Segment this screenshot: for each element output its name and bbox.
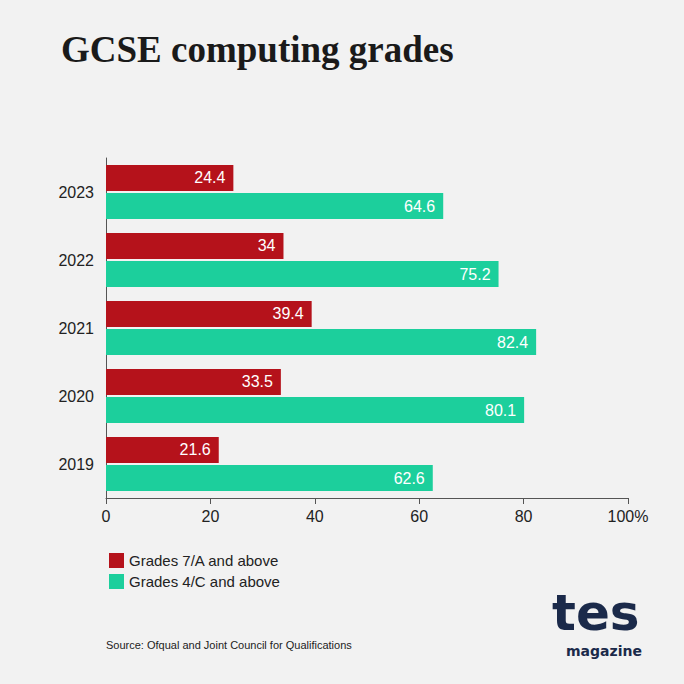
svg-text:82.4: 82.4 [497, 334, 528, 351]
svg-text:40: 40 [306, 508, 324, 525]
svg-text:GCSE computing grades: GCSE computing grades [61, 29, 454, 70]
svg-text:80.1: 80.1 [485, 402, 516, 419]
svg-text:34: 34 [258, 237, 276, 254]
svg-text:33.5: 33.5 [242, 373, 273, 390]
svg-text:64.6: 64.6 [404, 198, 435, 215]
svg-text:100%: 100% [608, 508, 649, 525]
svg-text:2019: 2019 [58, 456, 94, 473]
svg-text:Source: Ofqual and Joint Counc: Source: Ofqual and Joint Council for Qua… [106, 639, 352, 651]
svg-text:2021: 2021 [58, 320, 94, 337]
svg-text:tes: tes [552, 584, 640, 642]
svg-text:80: 80 [515, 508, 533, 525]
svg-text:39.4: 39.4 [273, 305, 304, 322]
svg-text:2023: 2023 [58, 184, 94, 201]
svg-text:0: 0 [102, 508, 111, 525]
svg-text:62.6: 62.6 [394, 470, 425, 487]
svg-text:60: 60 [410, 508, 428, 525]
svg-text:magazine: magazine [566, 643, 642, 659]
svg-text:20: 20 [202, 508, 220, 525]
svg-text:2020: 2020 [58, 388, 94, 405]
svg-text:24.4: 24.4 [194, 169, 225, 186]
svg-text:21.6: 21.6 [180, 441, 211, 458]
svg-text:Grades 4/C and above: Grades 4/C and above [129, 573, 280, 590]
svg-text:Grades 7/A and above: Grades 7/A and above [129, 552, 278, 569]
svg-text:75.2: 75.2 [459, 266, 490, 283]
svg-text:2022: 2022 [58, 252, 94, 269]
